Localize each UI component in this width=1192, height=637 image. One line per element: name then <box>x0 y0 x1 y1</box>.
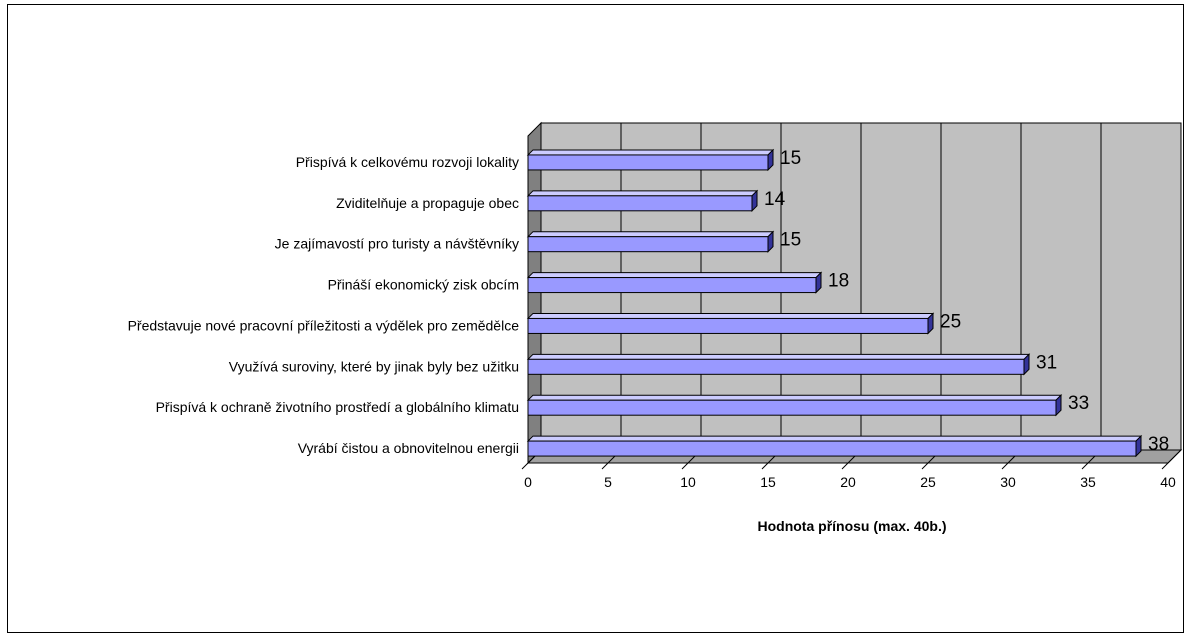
bar-chart: 0 5 10 15 20 25 30 35 40 Přispívá k celkovému ro… <box>128 121 1183 534</box>
data-label: 15 <box>780 230 801 251</box>
bar <box>526 393 1063 417</box>
data-label: 25 <box>940 311 961 332</box>
bar-side <box>927 312 934 335</box>
bar-top <box>526 394 1063 401</box>
x-tick-label: 15 <box>760 474 776 490</box>
x-tick-mark <box>521 462 529 470</box>
bar-front <box>527 154 769 171</box>
category-label: Přináší ekonomický zisk obcím <box>328 277 519 293</box>
x-axis-title: Hodnota přínosu (max. 40b.) <box>757 518 946 534</box>
bar-front <box>527 277 817 294</box>
data-labels: 15 14 15 18 25 31 33 38 <box>764 148 1169 455</box>
x-tick-label: 40 <box>1160 474 1176 490</box>
category-label: Zviditelňuje a propaguje obec <box>336 195 519 211</box>
bar-top <box>526 312 935 319</box>
data-label: 38 <box>1148 434 1169 455</box>
bar-top <box>526 231 775 238</box>
x-tick-mark <box>841 462 849 470</box>
bar-side <box>767 148 774 172</box>
x-axis: 0 5 10 15 20 25 30 35 40 <box>521 462 1176 490</box>
bars <box>526 148 1143 458</box>
bar <box>526 230 775 253</box>
bar-front <box>527 399 1057 416</box>
category-label: Přispívá k celkovému rozvoji lokality <box>296 154 519 170</box>
bar-front <box>527 317 929 334</box>
data-label: 18 <box>828 271 849 292</box>
bar <box>526 312 935 335</box>
bar-side <box>767 230 774 253</box>
bar-top <box>526 149 775 156</box>
x-tick-mark <box>1001 462 1009 470</box>
bar-side <box>1023 353 1030 376</box>
category-labels: Přispívá k celkovému rozvoji lokality Zvi… <box>128 154 520 456</box>
x-tick-mark <box>601 462 609 470</box>
bar <box>526 353 1031 376</box>
bar-front <box>527 236 769 253</box>
x-tick-mark <box>761 462 769 470</box>
x-tick-label: 35 <box>1080 474 1096 490</box>
bar <box>526 189 759 213</box>
x-tick-label: 20 <box>840 474 856 490</box>
bar-top <box>526 272 823 279</box>
x-tick-mark <box>1081 462 1089 470</box>
bar-front <box>527 195 753 212</box>
bar-top <box>526 190 759 197</box>
data-label: 33 <box>1068 393 1089 414</box>
data-label: 15 <box>780 148 801 169</box>
floor-gridline <box>1167 449 1182 464</box>
x-tick-mark <box>921 462 929 470</box>
category-label: Je zajímavostí pro turisty a návštěvníky <box>275 236 519 252</box>
bar-side <box>815 271 822 294</box>
data-label: 31 <box>1036 352 1057 373</box>
x-tick-mark <box>1161 462 1169 470</box>
x-tick-label: 5 <box>604 474 612 490</box>
bar <box>526 434 1143 458</box>
x-tick-label: 30 <box>1000 474 1016 490</box>
x-tick-label: 10 <box>680 474 696 490</box>
bar-front <box>527 358 1025 375</box>
bar <box>526 148 775 172</box>
category-label: Přispívá k ochraně životního prostředí a… <box>156 399 519 415</box>
category-label: Využívá suroviny, které by jinak byly be… <box>229 358 519 374</box>
x-tick-label: 0 <box>524 474 532 490</box>
bar-top <box>526 353 1031 360</box>
bar-top <box>526 435 1143 442</box>
category-label: Představuje nové pracovní příležitosti a… <box>128 317 520 333</box>
x-tick-mark <box>681 462 689 470</box>
bar <box>526 271 823 294</box>
data-label: 14 <box>764 189 786 210</box>
bar-side <box>1055 393 1062 417</box>
chart-frame: 0 5 10 15 20 25 30 35 40 Přispívá k celkovému ro… <box>7 4 1184 633</box>
x-tick-label: 25 <box>920 474 936 490</box>
bar-side <box>751 189 758 213</box>
bar-side <box>1135 434 1142 458</box>
category-label: Vyrábí čistou a obnovitelnou energii <box>298 440 519 456</box>
bar-front <box>527 440 1137 457</box>
